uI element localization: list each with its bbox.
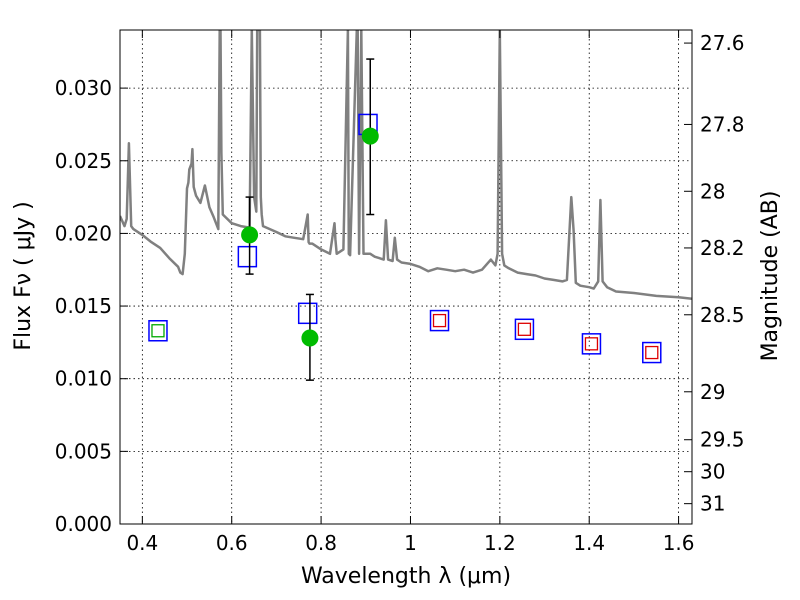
ticks: 0.4 0.6 0.8 1 1.2 1.4 1.6 0.000 0.005 0.010 0.015 0… xyxy=(55,30,745,555)
x-axis-title: Wavelength λ (μm) xyxy=(301,564,511,589)
photometry-square-4 xyxy=(429,309,450,332)
photometry-square-5 xyxy=(514,318,535,341)
y2-tick-label-6: 29.5 xyxy=(700,428,745,452)
spectrum-line xyxy=(120,30,692,301)
x-tick-label-1: 0.6 xyxy=(216,531,248,555)
photometry-square-2 xyxy=(297,302,318,325)
y2-tick-label-2: 28 xyxy=(700,179,725,203)
x-tick-label-0: 0.4 xyxy=(126,531,158,555)
y2-axis-title: Magnitude (AB) xyxy=(758,191,783,362)
y2-tick-label-4: 28.5 xyxy=(700,303,745,327)
x-tick-label-5: 1.4 xyxy=(573,531,605,555)
plot-frame xyxy=(119,29,693,525)
y2-tick-label-8: 31 xyxy=(700,492,725,516)
y-tick-label-5: 0.025 xyxy=(55,149,112,173)
model-square-red-2 xyxy=(584,337,599,351)
x-tick-label-4: 1.2 xyxy=(484,531,516,555)
y2-tick-label-0: 27.6 xyxy=(700,31,745,55)
model-square-red-3 xyxy=(645,345,659,360)
x-tick-label-2: 0.8 xyxy=(305,531,337,555)
model-square-green-0 xyxy=(151,324,165,338)
y2-tick-label-3: 28.2 xyxy=(700,236,745,260)
x-tick-label-3: 1 xyxy=(404,531,417,555)
photometry-square-0 xyxy=(148,320,168,342)
photometry-square-6 xyxy=(581,333,602,355)
y-tick-label-6: 0.030 xyxy=(55,76,112,100)
y-tick-label-0: 0.000 xyxy=(55,512,112,536)
y-tick-label-3: 0.015 xyxy=(55,294,112,318)
y2-tick-label-7: 30 xyxy=(700,460,725,484)
y-tick-label-2: 0.010 xyxy=(55,367,112,391)
model-square-red-0 xyxy=(432,313,447,328)
photometry-square-1 xyxy=(237,245,258,268)
y-tick-label-4: 0.020 xyxy=(55,221,112,245)
y-tick-label-1: 0.005 xyxy=(55,439,112,463)
measurement-point-2 xyxy=(361,127,379,145)
y-axis-title: Flux Fν ( μJy ) xyxy=(11,201,36,350)
measurement-point-0 xyxy=(241,226,259,244)
grid xyxy=(120,30,692,525)
measurement-point-1 xyxy=(301,329,319,347)
y2-tick-label-1: 27.8 xyxy=(700,112,745,136)
y2-tick-label-5: 29 xyxy=(700,380,725,404)
x-tick-label-6: 1.6 xyxy=(663,531,695,555)
photometry-square-7 xyxy=(642,341,662,364)
model-square-red-1 xyxy=(517,322,532,336)
